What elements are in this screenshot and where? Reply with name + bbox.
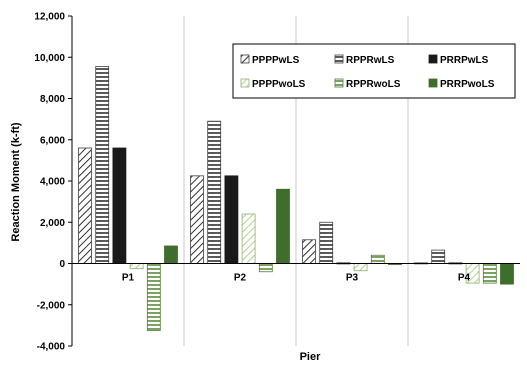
- y-axis-ticks: -4,000 -2,000 0 2,000 4,000 6,000 8,000 10,000 1…: [34, 12, 73, 353]
- bar-PRRPwLS-P1: [112, 147, 127, 264]
- bar-RPPRwLS-P4: [431, 249, 446, 264]
- bar-RPPRwoLS-P4: [482, 263, 497, 284]
- legend-label: PRRPwoLS: [440, 79, 495, 90]
- bar-PPPPwLS-P1: [78, 147, 92, 264]
- legend-swatch: [334, 78, 344, 88]
- legend-label: RPPRwoLS: [346, 79, 401, 90]
- bar-RPPRwLS-P3: [319, 221, 334, 264]
- bar-RPPRwoLS-P2: [258, 263, 273, 273]
- bar-PRRPwoLS-P4: [500, 263, 514, 285]
- y-axis-title: Reaction Moment (k-ft): [10, 122, 22, 242]
- bar-RPPRwLS-P1: [95, 66, 110, 264]
- legend-label: PPPPwoLS: [252, 79, 306, 90]
- y-tick-label: 2,000: [40, 218, 65, 229]
- legend-box: [232, 43, 516, 99]
- legend-label: PRRPwLS: [440, 55, 489, 66]
- bar-PPPPwoLS-P3: [353, 263, 368, 272]
- y-tick-label: 6,000: [40, 135, 65, 146]
- y-tick-label: -2,000: [37, 300, 66, 311]
- y-tick-label: 10,000: [34, 53, 65, 64]
- bar-PRRPwoLS-P1: [164, 245, 178, 264]
- legend-label: RPPRwLS: [346, 55, 395, 66]
- legend-swatch: [334, 54, 344, 64]
- y-tick-label: -4,000: [37, 342, 66, 353]
- bar-RPPRwoLS-P1: [146, 263, 161, 331]
- x-tick-label: P3: [346, 273, 359, 284]
- y-tick-label: 12,000: [34, 12, 65, 23]
- bar-PPPPwLS-P3: [302, 239, 316, 264]
- x-tick-label: P4: [458, 273, 471, 284]
- legend-swatch: [428, 78, 438, 88]
- x-axis-title: Pier: [300, 351, 322, 363]
- bars: [78, 66, 514, 331]
- legend-label: PPPPwLS: [252, 55, 300, 66]
- bar-PPPPwoLS-P2: [241, 213, 256, 264]
- legend-swatch: [428, 54, 438, 64]
- x-tick-label: P1: [122, 273, 135, 284]
- bar-RPPRwLS-P2: [207, 120, 222, 264]
- y-tick-label: 0: [59, 259, 65, 270]
- y-tick-label: 8,000: [40, 94, 65, 105]
- legend: PPPPwLS RPPRwLS PRRPwLS PPPPwoLS RPPRwoLS PRR…: [232, 43, 516, 99]
- bar-PRRPwoLS-P2: [276, 188, 290, 264]
- bar-RPPRwoLS-P3: [370, 254, 385, 264]
- bar-PPPPwoLS-P1: [129, 263, 144, 270]
- legend-swatch: [240, 54, 250, 64]
- x-axis-ticks: P1 P2 P3 P4: [122, 273, 471, 284]
- legend-swatch: [240, 78, 250, 88]
- y-tick-label: 4,000: [40, 177, 65, 188]
- bar-PPPPwLS-P2: [190, 175, 204, 264]
- x-tick-label: P2: [234, 273, 247, 284]
- bar-PRRPwLS-P2: [224, 175, 239, 264]
